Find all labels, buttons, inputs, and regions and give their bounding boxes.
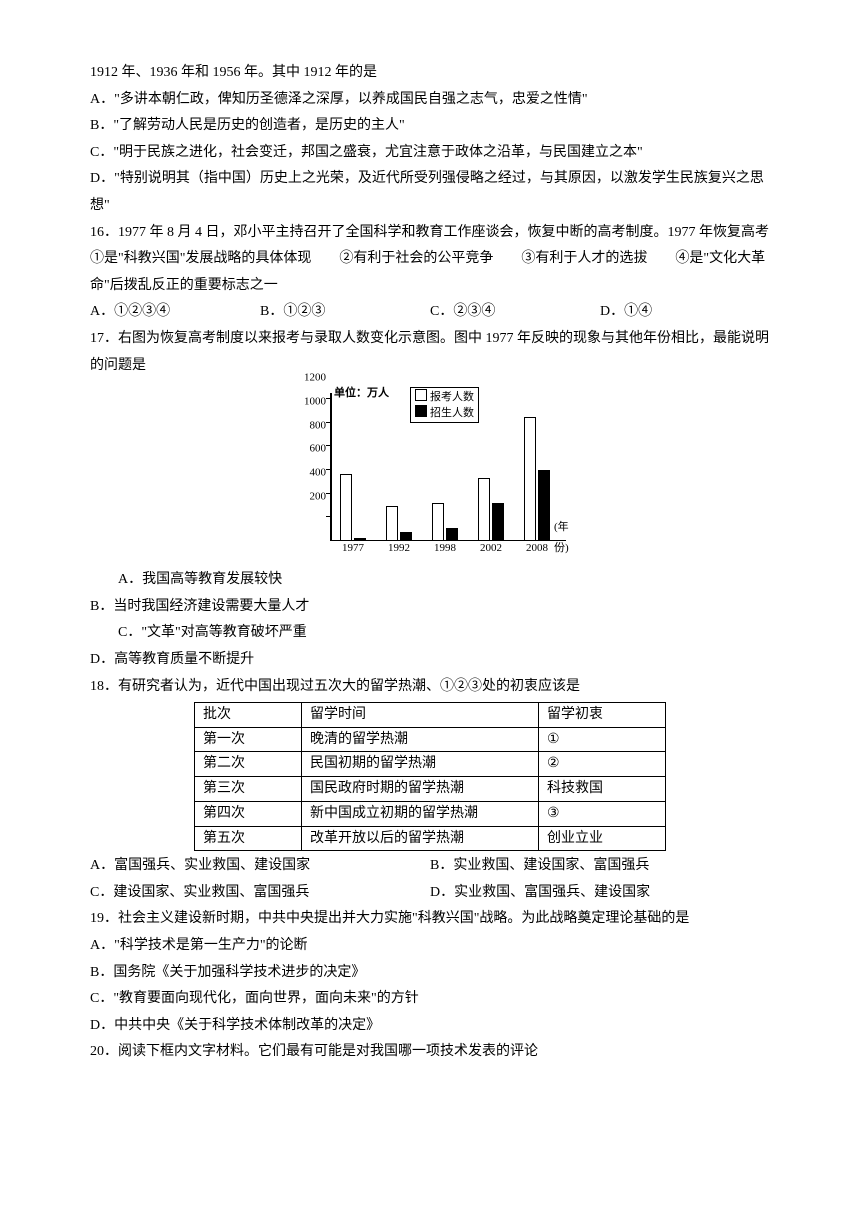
- q18-optD: D．实业救国、富国强兵、建设国家: [430, 880, 770, 907]
- ytick: [326, 516, 330, 517]
- q15-optB: B．"了解劳动人民是历史的创造者，是历史的主人": [90, 113, 770, 140]
- table-cell: 第二次: [195, 752, 302, 777]
- chart-unit: 单位：万人: [334, 383, 389, 404]
- q18-table-wrap: 批次留学时间留学初衷第一次晚清的留学热潮①第二次民国初期的留学热潮②第三次国民政…: [90, 702, 770, 851]
- table-row: 第三次国民政府时期的留学热潮科技救国: [195, 777, 666, 802]
- ytick: [326, 493, 330, 494]
- table-cell: 创业立业: [539, 826, 666, 851]
- q19-stem: 19．社会主义建设新时期，中共中央提出并大力实施"科教兴国"战略。为此战略奠定理…: [90, 906, 770, 933]
- q18-stem: 18．有研究者认为，近代中国出现过五次大的留学热潮、①②③处的初衷应该是: [90, 674, 770, 701]
- table-cell: 科技救国: [539, 777, 666, 802]
- ytick: [326, 445, 330, 446]
- q17-stem: 17．右图为恢复高考制度以来报考与录取人数变化示意图。图中 1977 年反映的现…: [90, 326, 770, 379]
- bar-applicants: [478, 478, 490, 541]
- xtick-label: 1998: [434, 538, 456, 559]
- q19-optC: C．"教育要面向现代化，面向世界，面向未来"的方针: [90, 986, 770, 1013]
- y-axis: [330, 393, 332, 541]
- x-axis-title: (年份): [554, 517, 570, 559]
- table-cell: ②: [539, 752, 666, 777]
- q16-stem: 16．1977 年 8 月 4 日，邓小平主持召开了全国科学和教育工作座谈会，恢…: [90, 220, 770, 300]
- q15-optD: D．"特别说明其（指中国）历史上之光荣，及近代所受列强侵略之经过，与其原因，以激…: [90, 166, 770, 219]
- table-row: 第四次新中国成立初期的留学热潮③: [195, 801, 666, 826]
- q20-stem: 20．阅读下框内文字材料。它们最有可能是对我国哪一项技术发表的评论: [90, 1039, 770, 1066]
- q18-optA: A．富国强兵、实业救国、建设国家: [90, 853, 430, 880]
- q16-options: A．①②③④ B．①②③ C．②③④ D．①④: [90, 299, 770, 326]
- xtick-label: 2002: [480, 538, 502, 559]
- legend-label-applicants: 报考人数: [430, 391, 474, 403]
- table-row: 第五次改革开放以后的留学热潮创业立业: [195, 826, 666, 851]
- q17-optD: D．高等教育质量不断提升: [90, 647, 430, 674]
- ytick-label: 400: [310, 462, 327, 483]
- xtick-label: 1977: [342, 538, 364, 559]
- q18-optC: C．建设国家、实业救国、富国强兵: [90, 880, 430, 907]
- ytick-label: 800: [310, 415, 327, 436]
- bar-chart: 单位：万人 报考人数 招生人数 200400600800100012001977…: [290, 385, 570, 563]
- xtick-label: 2008: [526, 538, 548, 559]
- table-cell: 留学时间: [302, 703, 539, 728]
- q15-optA: A．"多讲本朝仁政，俾知历圣德泽之深厚，以养成国民自强之志气，忠爱之性情": [90, 87, 770, 114]
- ytick: [326, 398, 330, 399]
- legend-label-enrolled: 招生人数: [430, 407, 474, 419]
- table-cell: ③: [539, 801, 666, 826]
- q19-optB: B．国务院《关于加强科学技术进步的决定》: [90, 960, 770, 987]
- table-cell: 第三次: [195, 777, 302, 802]
- q17-options: A．我国高等教育发展较快 B．当时我国经济建设需要大量人才 C．"文革"对高等教…: [90, 567, 770, 673]
- table-cell: ①: [539, 727, 666, 752]
- xtick-label: 1992: [388, 538, 410, 559]
- table-cell: 民国初期的留学热潮: [302, 752, 539, 777]
- table-row: 第一次晚清的留学热潮①: [195, 727, 666, 752]
- q18-options: A．富国强兵、实业救国、建设国家 B．实业救国、建设国家、富国强兵 C．建设国家…: [90, 853, 770, 906]
- chart-legend: 报考人数 招生人数: [410, 387, 479, 423]
- q16-optD: D．①④: [600, 299, 770, 326]
- table-cell: 改革开放以后的留学热潮: [302, 826, 539, 851]
- ytick: [326, 469, 330, 470]
- bar-enrolled: [492, 503, 504, 541]
- bar-enrolled: [538, 470, 550, 541]
- chart-container: 单位：万人 报考人数 招生人数 200400600800100012001977…: [90, 385, 770, 563]
- bar-applicants: [340, 474, 352, 541]
- ytick-label: 600: [310, 439, 327, 460]
- ytick-label: 1200: [304, 368, 326, 389]
- q19-optA: A．"科学技术是第一生产力"的论断: [90, 933, 770, 960]
- table-cell: 留学初衷: [539, 703, 666, 728]
- q18-table: 批次留学时间留学初衷第一次晚清的留学热潮①第二次民国初期的留学热潮②第三次国民政…: [194, 702, 666, 851]
- q17-optB: B．当时我国经济建设需要大量人才: [90, 594, 430, 621]
- q15-optC: C．"明于民族之进化，社会变迁，邦国之盛衰，尤宜注意于政体之沿革，与民国建立之本…: [90, 140, 770, 167]
- ytick-label: 200: [310, 486, 327, 507]
- table-cell: 新中国成立初期的留学热潮: [302, 801, 539, 826]
- table-cell: 第四次: [195, 801, 302, 826]
- q16-optC: C．②③④: [430, 299, 600, 326]
- table-row: 批次留学时间留学初衷: [195, 703, 666, 728]
- bar-applicants: [432, 503, 444, 541]
- table-cell: 晚清的留学热潮: [302, 727, 539, 752]
- table-cell: 国民政府时期的留学热潮: [302, 777, 539, 802]
- table-cell: 第五次: [195, 826, 302, 851]
- q16-optA: A．①②③④: [90, 299, 260, 326]
- q17-optA: A．我国高等教育发展较快: [90, 567, 458, 594]
- bar-applicants: [386, 506, 398, 542]
- q16-optB: B．①②③: [260, 299, 430, 326]
- q17-optC: C．"文革"对高等教育破坏严重: [90, 620, 458, 647]
- q15-intro: 1912 年、1936 年和 1956 年。其中 1912 年的是: [90, 60, 770, 87]
- ytick: [326, 422, 330, 423]
- legend-swatch-enrolled: [415, 405, 427, 417]
- bar-applicants: [524, 417, 536, 541]
- legend-swatch-applicants: [415, 389, 427, 401]
- ytick-label: 1000: [304, 391, 326, 412]
- table-cell: 第一次: [195, 727, 302, 752]
- q18-optB: B．实业救国、建设国家、富国强兵: [430, 853, 770, 880]
- table-cell: 批次: [195, 703, 302, 728]
- q19-optD: D．中共中央《关于科学技术体制改革的决定》: [90, 1013, 770, 1040]
- table-row: 第二次民国初期的留学热潮②: [195, 752, 666, 777]
